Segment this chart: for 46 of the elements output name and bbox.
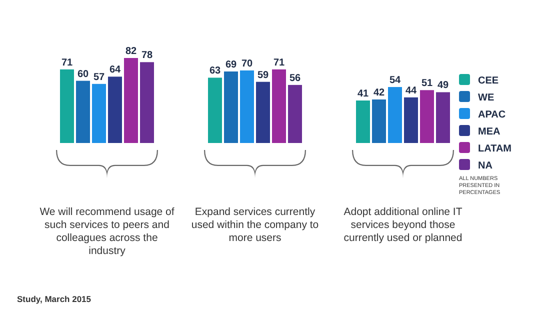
bar xyxy=(124,58,138,143)
text: Study, March 2015 xyxy=(17,294,92,304)
data-label: 71 xyxy=(61,57,73,68)
data-label: 59 xyxy=(257,70,269,81)
legend-label: NA xyxy=(478,160,492,172)
data-label: 71 xyxy=(273,57,285,68)
legend-label: LATAM xyxy=(478,144,512,154)
bar xyxy=(240,70,254,143)
data-label: 49 xyxy=(437,80,449,92)
bar xyxy=(388,87,402,143)
bar xyxy=(420,90,434,143)
data-label: 44 xyxy=(405,85,417,96)
data-label: 41 xyxy=(357,88,369,100)
bar xyxy=(436,92,450,143)
data-label: 60 xyxy=(77,68,89,80)
data-label: 64 xyxy=(109,64,121,76)
x-tick-label: We will recommend usage of such services to peers and colleagues across the industry xyxy=(40,206,174,257)
bar xyxy=(76,80,90,143)
data-label: 70 xyxy=(241,58,253,70)
bar xyxy=(60,69,74,143)
data-label: 56 xyxy=(289,72,301,84)
legend-label: APAC xyxy=(478,110,506,120)
bar xyxy=(256,82,270,143)
data-label: 82 xyxy=(125,46,137,57)
data-label: 54 xyxy=(389,75,401,86)
data-label: 78 xyxy=(141,50,153,62)
bar xyxy=(356,100,370,143)
x-tick-label: Adopt additional online IT services beyond those currently used or planned xyxy=(344,206,463,244)
bar xyxy=(288,84,302,143)
legend-label: WE xyxy=(478,92,494,104)
data-label: 57 xyxy=(93,72,105,83)
bar xyxy=(108,76,122,143)
legend-label: CEE xyxy=(478,76,499,86)
data-label: 69 xyxy=(225,59,237,70)
data-label: 42 xyxy=(373,87,385,98)
bar xyxy=(372,99,386,143)
data-label: 51 xyxy=(421,78,433,90)
legend-label: MEA xyxy=(478,126,500,138)
bar xyxy=(92,84,106,143)
data-label: 63 xyxy=(209,66,221,77)
bar xyxy=(208,78,222,143)
bar xyxy=(140,62,154,143)
bar xyxy=(404,97,418,143)
bar xyxy=(272,69,286,143)
bar xyxy=(224,71,238,143)
x-tick-label: Expand services currently used within the company to more users xyxy=(191,206,319,244)
